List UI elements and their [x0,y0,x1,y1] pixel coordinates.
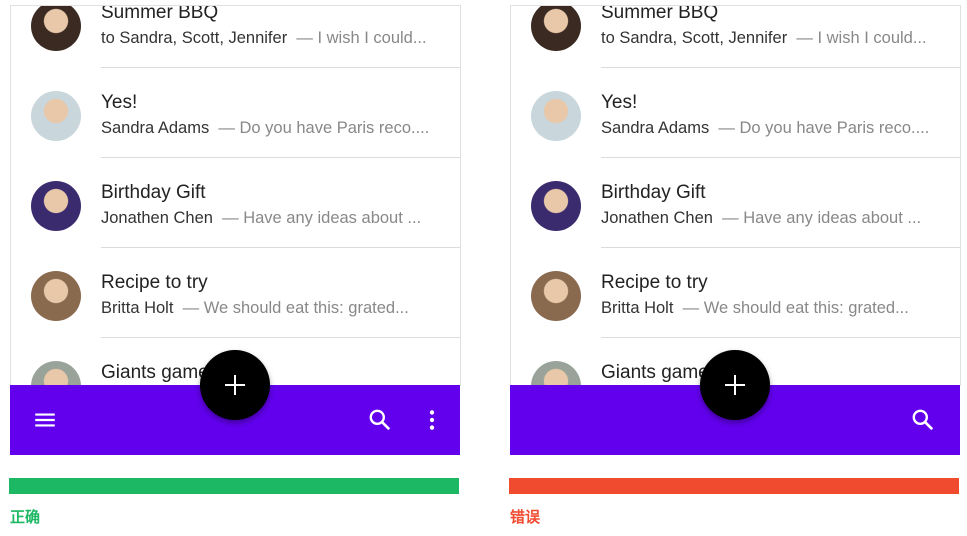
email-list-item[interactable]: Yes! Sandra Adams — Do you have Paris re… [511,68,960,158]
email-preview: — We should eat this: grated... [682,299,909,317]
email-preview: — Do you have Paris reco.... [218,119,430,137]
verdict-label: 错误 [510,509,541,526]
email-sender: Britta Holt [101,299,174,317]
divider [101,157,460,158]
email-list[interactable]: Summer BBQ to Sandra, Scott, Jennifer — … [10,5,461,386]
correct-example-panel: Summer BBQ to Sandra, Scott, Jennifer — … [9,0,461,526]
email-subject: Recipe to try [101,272,208,293]
email-preview: — Have any ideas about ... [222,209,422,227]
avatar [31,271,81,321]
avatar [531,6,581,51]
divider [601,67,960,68]
email-list-item[interactable]: Summer BBQ to Sandra, Scott, Jennifer — … [511,5,960,68]
email-preview: — I wish I could... [296,29,427,47]
menu-icon[interactable] [32,407,58,433]
email-subject: Yes! [601,92,638,113]
verdict-label: 正确 [10,509,41,526]
email-subject: Summer BBQ [601,5,719,23]
email-subject: Recipe to try [601,272,708,293]
email-list-item[interactable]: Giants game [11,338,460,386]
search-icon[interactable] [910,407,936,433]
email-preview: — Do you have Paris reco.... [718,119,930,137]
divider [601,247,960,248]
plus-icon [725,375,745,395]
email-list-item[interactable]: Birthday Gift Jonathen Chen — Have any i… [511,158,960,248]
compose-fab[interactable] [200,350,270,420]
email-list-item[interactable]: Yes! Sandra Adams — Do you have Paris re… [11,68,460,158]
email-subject: Birthday Gift [601,182,706,203]
email-sender: Jonathen Chen [601,209,713,227]
email-subject: Giants game [101,362,209,383]
email-preview: — We should eat this: grated... [182,299,409,317]
email-subject: Giants game [601,362,709,383]
email-sender: Sandra Adams [101,119,210,137]
wrong-example-panel: Summer BBQ to Sandra, Scott, Jennifer — … [509,0,961,526]
email-list-item[interactable]: Recipe to try Britta Holt — We should ea… [11,248,460,338]
avatar [31,91,81,141]
more-vert-icon[interactable] [419,407,445,433]
email-sender: Jonathen Chen [101,209,213,227]
plus-icon [225,375,245,395]
email-list-item[interactable]: Birthday Gift Jonathen Chen — Have any i… [11,158,460,248]
avatar [31,361,81,386]
email-subject: Yes! [101,92,138,113]
verdict-bar [509,478,959,494]
avatar [531,271,581,321]
email-list[interactable]: Summer BBQ to Sandra, Scott, Jennifer — … [510,5,961,386]
avatar [531,91,581,141]
email-sender: Britta Holt [601,299,674,317]
compose-fab[interactable] [700,350,770,420]
verdict-bar [9,478,459,494]
email-list-item[interactable]: Giants game [511,338,960,386]
email-preview: — Have any ideas about ... [722,209,922,227]
email-subject: Summer BBQ [101,5,219,23]
divider [101,337,460,338]
email-sender: to Sandra, Scott, Jennifer [101,29,288,47]
avatar [531,361,581,386]
search-icon[interactable] [367,407,393,433]
email-sender: Sandra Adams [601,119,710,137]
divider [601,157,960,158]
divider [101,67,460,68]
email-list-item[interactable]: Recipe to try Britta Holt — We should ea… [511,248,960,338]
divider [601,337,960,338]
email-sender: to Sandra, Scott, Jennifer [601,29,788,47]
avatar [531,181,581,231]
divider [101,247,460,248]
email-list-item[interactable]: Summer BBQ to Sandra, Scott, Jennifer — … [11,5,460,68]
avatar [31,181,81,231]
email-preview: — I wish I could... [796,29,927,47]
avatar [31,6,81,51]
email-subject: Birthday Gift [101,182,206,203]
